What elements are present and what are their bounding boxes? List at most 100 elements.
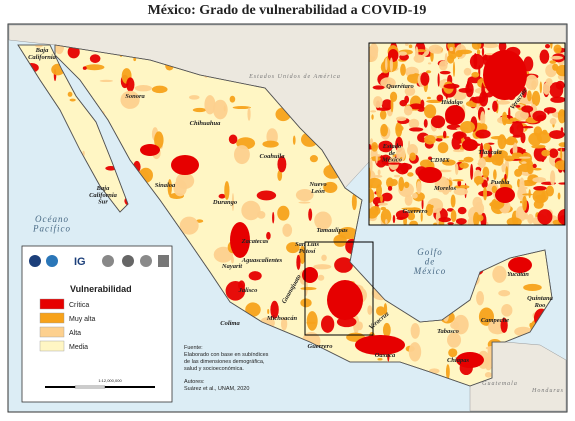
region-patch: [550, 55, 564, 60]
place-label: Oaxaca: [375, 352, 396, 359]
place-label: Coahuila: [260, 153, 286, 160]
region-patch: [367, 305, 373, 315]
region-patch: [549, 130, 565, 139]
region-patch: [504, 173, 507, 181]
region-patch: [241, 200, 261, 221]
place-label: Baja California Sur: [89, 185, 118, 206]
map-title: México: Grado de vulnerabilidad a COVID-…: [148, 3, 427, 18]
place-label: Guerrero: [308, 343, 334, 350]
region-patch: [532, 177, 546, 183]
region-patch: [475, 129, 491, 139]
legend-label: Alta: [69, 330, 81, 337]
region-patch: [67, 91, 73, 97]
region-patch: [491, 185, 498, 193]
scale-segment: [74, 385, 106, 389]
place-label: Honduras: [531, 388, 564, 394]
region-patch: [256, 190, 277, 201]
region-patch: [439, 70, 451, 75]
region-patch: [424, 134, 436, 145]
region-patch: [453, 314, 469, 335]
region-patch: [425, 203, 433, 217]
region-patch: [492, 100, 498, 112]
region-patch: [231, 256, 234, 264]
place-label: Guatemala: [482, 381, 518, 387]
logo: [158, 255, 169, 267]
region-patch: [542, 115, 546, 118]
region-patch: [134, 85, 153, 92]
place-label: Quintana Roo: [527, 295, 553, 309]
place-label: Nuevo León: [308, 181, 327, 195]
region-patch: [173, 179, 187, 197]
region-patch: [120, 90, 140, 109]
region-patch: [398, 176, 405, 192]
region-patch: [471, 71, 480, 78]
region-patch: [450, 194, 456, 208]
region-patch: [411, 192, 418, 199]
legend-label: Crítica: [69, 302, 89, 309]
region-patch: [370, 110, 377, 113]
region-patch: [404, 95, 410, 104]
region-patch: [306, 321, 317, 325]
critical-cluster: [508, 257, 532, 273]
region-patch: [398, 51, 408, 56]
region-patch: [466, 79, 470, 89]
region-patch: [545, 185, 554, 197]
region-patch: [386, 162, 402, 165]
legend-label: Muy alta: [69, 316, 96, 323]
label-line: México: [381, 157, 403, 164]
region-patch: [314, 211, 332, 230]
region-patch: [188, 95, 200, 100]
region-patch: [443, 83, 460, 89]
region-patch: [390, 179, 398, 187]
logo: [102, 255, 114, 267]
region-patch: [317, 274, 325, 281]
label-line: Yucatán: [507, 271, 529, 278]
region-patch: [167, 179, 172, 196]
region-patch: [482, 43, 499, 49]
region-patch: [558, 182, 565, 185]
region-patch: [423, 118, 428, 128]
region-patch: [549, 82, 564, 98]
region-patch: [371, 114, 374, 120]
scale-text: 1:12,000,000: [98, 378, 122, 383]
region-patch: [498, 43, 507, 53]
region-patch: [450, 321, 460, 330]
place-label: Océano Pacífico: [32, 214, 71, 233]
region-patch: [437, 73, 440, 87]
region-patch: [523, 212, 529, 220]
region-patch: [557, 111, 565, 117]
region-patch: [377, 107, 391, 111]
label-line: Golfo: [417, 247, 443, 257]
region-patch: [463, 156, 474, 163]
label-line: de: [425, 256, 436, 266]
region-patch: [498, 290, 511, 297]
region-patch: [420, 99, 425, 109]
region-patch: [257, 211, 266, 219]
region-patch: [379, 109, 387, 120]
label-line: Michoacán: [266, 315, 298, 322]
region-patch: [407, 212, 416, 221]
region-patch: [463, 67, 472, 76]
region-patch: [277, 156, 287, 173]
region-patch: [532, 110, 547, 122]
region-patch: [557, 208, 565, 225]
label-line: Querétaro: [386, 83, 414, 90]
region-patch: [218, 193, 226, 199]
place-label: Tabasco: [437, 328, 460, 335]
region-patch: [395, 125, 404, 132]
region-patch: [69, 98, 76, 102]
label-line: Nayarit: [221, 263, 242, 270]
region-patch: [533, 186, 547, 191]
region-patch: [385, 57, 388, 71]
region-patch: [296, 254, 301, 270]
region-patch: [84, 64, 105, 71]
region-patch: [403, 181, 410, 189]
source-line: Elaborado con base en subíndices: [184, 352, 269, 358]
region-patch: [409, 220, 419, 225]
label-line: México: [413, 266, 446, 276]
region-patch: [511, 152, 523, 158]
region-patch: [395, 116, 407, 122]
region-patch: [489, 201, 505, 208]
label-line: Hidalgo: [440, 99, 463, 106]
